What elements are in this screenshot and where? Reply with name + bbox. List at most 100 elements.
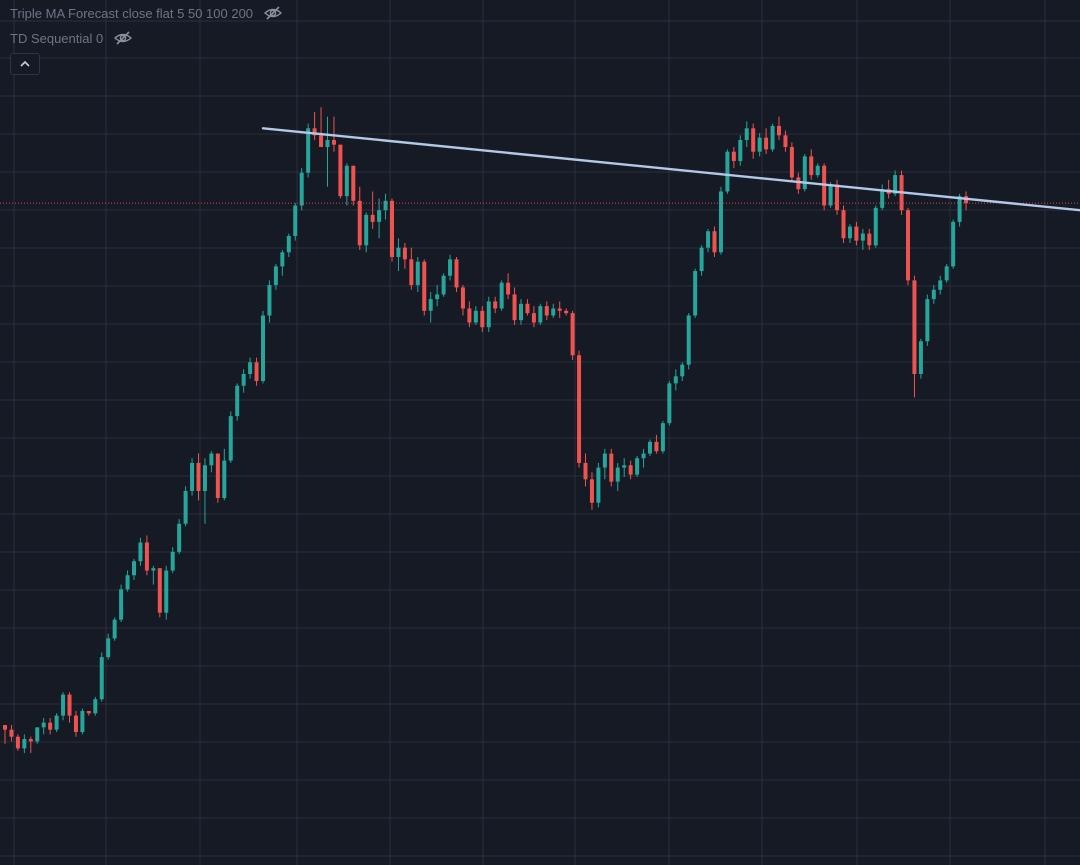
candle xyxy=(448,254,453,281)
trendline[interactable] xyxy=(261,127,1080,226)
candle xyxy=(564,308,569,316)
candle xyxy=(299,168,304,211)
candle xyxy=(880,184,885,211)
candle xyxy=(854,221,859,246)
candle xyxy=(783,130,788,152)
candle xyxy=(912,275,917,398)
candle xyxy=(112,617,117,641)
candle xyxy=(235,383,240,421)
candle xyxy=(815,163,820,178)
candle xyxy=(886,179,891,199)
candle xyxy=(428,292,433,323)
candle xyxy=(151,565,156,585)
candle xyxy=(583,453,588,487)
candle xyxy=(222,448,227,501)
candle-body xyxy=(248,362,253,374)
candle xyxy=(641,448,646,468)
candle-body xyxy=(841,210,846,239)
candle-body xyxy=(925,299,930,342)
candle xyxy=(660,420,665,454)
candle-body xyxy=(119,589,124,620)
candle-body xyxy=(860,233,865,241)
candle xyxy=(693,268,698,318)
candle xyxy=(602,448,607,480)
candle-body xyxy=(718,191,723,253)
candle-body xyxy=(602,453,607,468)
candle xyxy=(860,228,865,250)
candle xyxy=(125,570,130,592)
candle-body xyxy=(731,151,736,162)
candle-body xyxy=(544,306,549,316)
candle-body xyxy=(531,313,536,323)
candle xyxy=(648,439,652,456)
candle-body xyxy=(519,303,523,321)
candle xyxy=(577,350,582,468)
candle xyxy=(202,458,207,524)
candle-body xyxy=(164,570,169,613)
candle-body xyxy=(422,261,427,311)
candle-body xyxy=(680,364,685,377)
candle-body xyxy=(499,282,504,309)
candle xyxy=(409,247,414,290)
candle-body xyxy=(99,657,104,700)
candle xyxy=(925,294,930,346)
chevron-up-icon xyxy=(20,60,30,67)
candle xyxy=(460,285,465,316)
candle xyxy=(377,198,382,239)
candle-body xyxy=(770,125,775,150)
candle-body xyxy=(699,247,704,272)
candle-body xyxy=(125,575,130,590)
candle xyxy=(635,455,640,477)
candle xyxy=(538,303,543,325)
candle xyxy=(570,310,575,360)
candle xyxy=(628,460,633,480)
candle-body xyxy=(138,542,143,562)
candle-body xyxy=(757,137,762,152)
candle-body xyxy=(235,385,240,417)
candle-body xyxy=(190,462,195,491)
candle xyxy=(712,226,717,257)
candle xyxy=(441,273,446,297)
candle xyxy=(93,696,98,716)
candle xyxy=(28,736,33,754)
candle xyxy=(396,238,401,272)
candle-body xyxy=(738,140,743,162)
candle xyxy=(344,163,349,206)
candle xyxy=(228,411,233,463)
legend-triple-ma[interactable]: Triple MA Forecast close flat 5 50 100 2… xyxy=(10,3,283,23)
candle xyxy=(486,296,491,332)
candle-body xyxy=(828,184,833,206)
candle xyxy=(132,558,136,580)
candle-body xyxy=(222,460,227,499)
collapse-legend-button[interactable] xyxy=(10,53,40,75)
candle xyxy=(847,224,852,243)
candle xyxy=(3,725,7,744)
candle xyxy=(86,710,91,716)
candle-body xyxy=(448,259,453,276)
candle-body xyxy=(325,140,330,148)
candle-body xyxy=(261,315,265,382)
candle xyxy=(770,123,775,152)
candle xyxy=(286,233,291,257)
candle-body xyxy=(525,303,530,314)
eye-off-icon[interactable] xyxy=(263,5,283,21)
candle-body xyxy=(273,266,278,286)
candle xyxy=(190,458,195,496)
candle xyxy=(964,191,969,211)
candle-body xyxy=(241,374,246,386)
candle-body xyxy=(628,465,633,475)
candle-body xyxy=(306,128,311,173)
legend-triple-ma-label: Triple MA Forecast close flat 5 50 100 2… xyxy=(10,5,254,21)
candle-body xyxy=(473,310,478,323)
candle-body xyxy=(654,441,659,452)
candle-body xyxy=(267,285,272,316)
eye-off-icon[interactable] xyxy=(113,30,133,46)
legend-td-sequential[interactable]: TD Sequential 0 xyxy=(10,28,133,48)
candle-body xyxy=(202,465,207,491)
candle xyxy=(248,357,253,379)
candle-body xyxy=(648,441,652,454)
candle xyxy=(15,734,20,751)
candle-body xyxy=(86,710,91,714)
